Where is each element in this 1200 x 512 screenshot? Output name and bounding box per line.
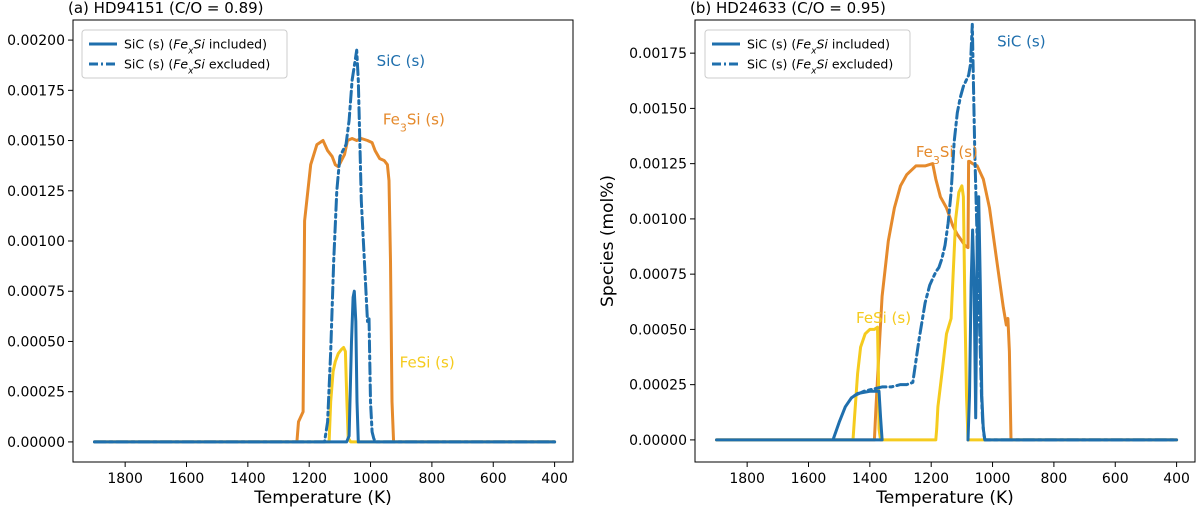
series-line-sic-s-fexsi-included [715,389,884,442]
chart-title: (a) HD94151 (C/O = 0.89) [68,0,264,17]
x-tick-label: 1200 [913,471,949,487]
panel-a: (a) HD94151 (C/O = 0.89) 1800 1600 1400 1200… [7,0,574,508]
legend-entry: SiC (s) (FexSi included) [124,37,267,57]
series-line-sic-s-fexsi-excluded [853,22,1179,442]
legend-entry: SiC (s) (FexSi excluded) [747,57,893,77]
annotation-fesi-s-: FeSi (s) [400,354,455,372]
y-tick-label: 0.00100 [629,212,687,228]
x-tick-label: 1600 [169,471,205,487]
x-tick-label: 400 [541,471,568,487]
y-tick-label: 0.00025 [7,385,65,401]
y-tick-label: 0.00075 [629,267,687,283]
x-tick-label: 1600 [791,471,827,487]
x-tick-label: 600 [480,471,507,487]
annotation-sic-s-: SiC (s) [377,52,425,70]
x-tick-label: 1800 [729,471,765,487]
legend-box [704,29,911,79]
annotation-sic-s-: SiC (s) [997,33,1045,51]
legend-entry: SiC (s) (FexSi included) [747,37,890,57]
y-tick-label: 0.00000 [629,433,687,449]
legend-box [81,29,288,79]
x-tick-label: 1800 [107,471,143,487]
x-tick-label: 1000 [353,471,389,487]
legend-entry: SiC (s) (FexSi excluded) [124,57,270,77]
series-line-fe3si-s- [715,159,1179,442]
x-tick-label: 1200 [291,471,327,487]
series-line-sic-s-fexsi-included-peak [966,195,1179,442]
y-tick-label: 0.00050 [7,334,65,350]
annotation-fe3si-s-: Fe3Si (s) [916,143,978,167]
x-tick-label: 1000 [975,471,1011,487]
y-tick-label: 0.00075 [7,284,65,300]
x-tick-label: 1400 [230,471,266,487]
x-tick-label: 800 [1041,471,1068,487]
annotation-fe3si-s-: Fe3Si (s) [383,110,445,133]
annotation-fesi-s-: FeSi (s) [856,309,911,327]
x-axis-label: Temperature (K) [875,488,1014,508]
y-tick-label: 0.00100 [7,234,65,250]
series-line-fe3si-s- [93,137,557,444]
y-tick-label: 0.00150 [7,134,65,150]
series-group [93,48,557,444]
y-tick-label: 0.00150 [629,101,687,117]
legend: SiC (s) (FexSi included)SiC (s) (FexSi e… [704,29,911,79]
y-tick-label: 0.00125 [629,157,687,173]
series-line-fesi-s- [93,346,557,444]
x-tick-label: 1400 [852,471,888,487]
panel-b: (b) HD24633 (C/O = 0.95) 1800 1600 1400 1200… [598,0,1196,508]
y-tick-label: 0.00125 [7,184,65,200]
x-tick-label: 400 [1163,471,1190,487]
axes-frame [72,19,574,463]
x-axis-label: Temperature (K) [253,488,392,508]
series-line-fesi-s- [715,184,1179,442]
y-tick-label: 0.00050 [629,322,687,338]
series-line-sic-s-fexsi-excluded [93,48,557,444]
y-tick-label: 0.00175 [629,46,687,62]
y-tick-label: 0.00025 [629,378,687,394]
axes-frame [694,19,1196,463]
y-tick-label: 0.00000 [7,435,65,451]
y-tick-label: 0.00175 [7,83,65,99]
y-tick-label: 0.00200 [7,33,65,49]
x-tick-label: 800 [419,471,446,487]
series-line-sic-s-fexsi-included [93,289,557,444]
chart-title: (b) HD24633 (C/O = 0.95) [690,0,886,17]
y-axis-label: Species (mol%) [598,175,618,307]
series-group [715,22,1179,442]
x-tick-label: 600 [1102,471,1129,487]
legend: SiC (s) (FexSi included)SiC (s) (FexSi e… [81,29,288,79]
